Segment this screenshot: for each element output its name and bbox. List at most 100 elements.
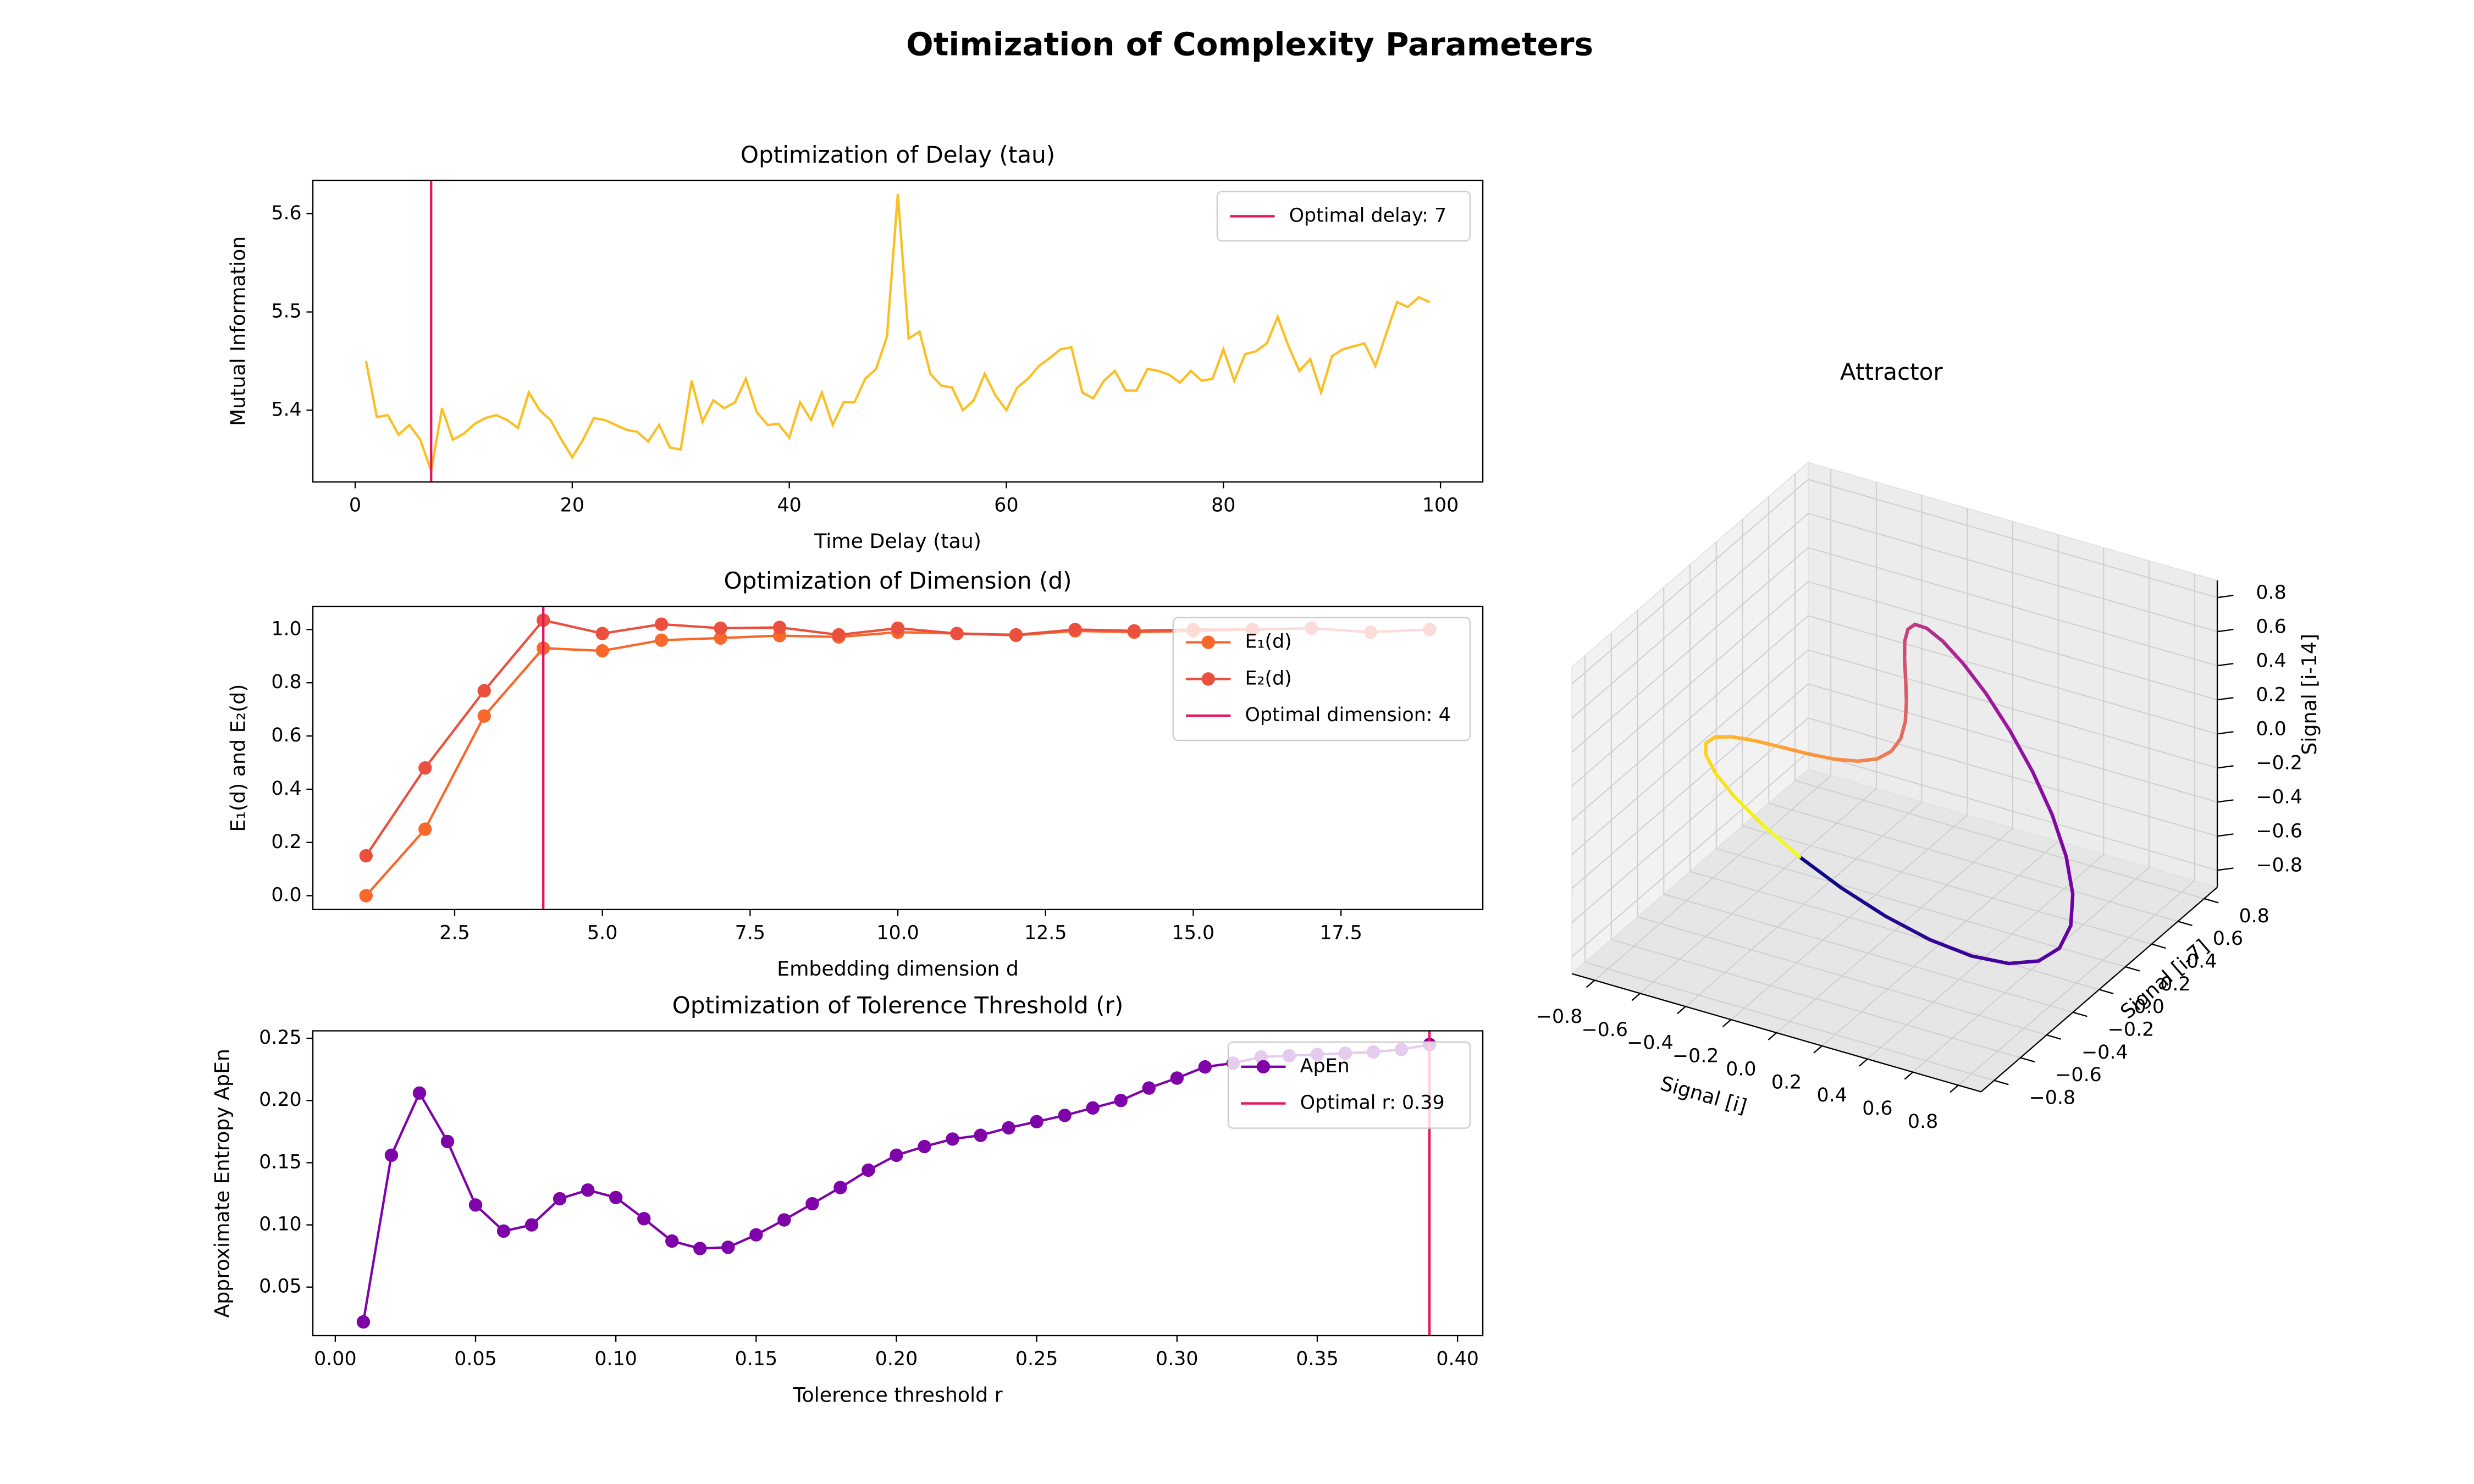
z-tick (2217, 799, 2234, 803)
attractor-segment (1704, 753, 1718, 776)
z-tick-label: 0.6 (2256, 616, 2286, 638)
y-tick (2046, 1034, 2062, 1040)
legend-label: Optimal r: 0.39 (1300, 1092, 1445, 1114)
x-tick (1768, 1032, 1777, 1040)
data-point (595, 627, 609, 640)
legend-label: E₂(d) (1245, 667, 1292, 689)
y-tick-label: 5.6 (271, 202, 301, 224)
grid-line (1571, 513, 1809, 719)
z-tick (2217, 867, 2234, 871)
x-tick-label: 0.6 (1862, 1098, 1892, 1120)
data-point (862, 1163, 875, 1177)
z-tick-label: −0.2 (2256, 752, 2302, 774)
y-tick-label: 0.20 (259, 1089, 302, 1111)
grid-line (1808, 717, 2218, 837)
grid-line (1768, 802, 2178, 922)
attractor-segment (1753, 739, 1783, 749)
data-point (665, 1234, 679, 1248)
data-point (777, 1213, 791, 1227)
data-point (477, 684, 491, 697)
legend-label: ApEn (1300, 1055, 1350, 1077)
legend-label: E₁(d) (1245, 631, 1292, 653)
grid-line (1808, 649, 2218, 769)
attractor-segment (1970, 954, 2011, 966)
grid-line (1716, 848, 2126, 967)
y-tick-label: 5.4 (271, 398, 301, 420)
attractor-segment (1898, 719, 1907, 741)
x-tick-label: 100 (1422, 494, 1459, 516)
legend-marker (1256, 1060, 1271, 1073)
data-point (891, 621, 905, 635)
data-point (772, 621, 787, 634)
data-point (1068, 623, 1082, 636)
data-point (359, 849, 373, 863)
x-tick-label: −0.2 (1672, 1045, 1719, 1067)
x-tick-label: 5.0 (587, 922, 617, 944)
x-tick-label: 80 (1211, 494, 1235, 516)
x-tick-label: 0.20 (875, 1348, 918, 1370)
attractor-segment (1832, 757, 1860, 763)
data-point (609, 1190, 623, 1204)
data-point (946, 1132, 959, 1146)
attractor-segment (1925, 626, 1945, 643)
x-tick-label: 10.0 (876, 922, 919, 944)
attractor-segment (1806, 752, 1836, 761)
data-point (950, 627, 964, 640)
z-tick-label: 0.2 (2256, 684, 2286, 706)
data-point (1002, 1121, 1015, 1135)
grid-line (1664, 893, 2073, 1013)
attractor-segment (1839, 885, 1887, 918)
z-tick-label: −0.8 (2256, 854, 2302, 876)
z-tick-label: −0.6 (2256, 820, 2302, 842)
x-tick (1586, 979, 1595, 988)
grid-line (1808, 683, 2218, 803)
data-point (412, 1086, 427, 1100)
x-axis-label: Tolerence threshold r (792, 1383, 1002, 1407)
axes-frame (312, 606, 1484, 910)
figure-title: Otimization of Complexity Parameters (906, 25, 1593, 63)
axes-title: Attractor (1840, 358, 1943, 385)
x-tick-label: 0.05 (454, 1348, 497, 1370)
attractor-segment (1797, 855, 1843, 890)
y-tick-label: 0.8 (271, 671, 301, 693)
data-point (359, 889, 373, 902)
z-tick (2217, 731, 2234, 735)
y-tick (1993, 1079, 2009, 1086)
x-tick-label: −0.8 (1536, 1006, 1583, 1028)
z-tick-label: −0.4 (2256, 786, 2302, 808)
data-point (654, 617, 669, 631)
y-tick-label: 0.4 (2186, 950, 2217, 972)
x-tick-label: 40 (777, 494, 801, 516)
y-axis-label: Approximate Entropy ApEn (210, 1049, 234, 1318)
x-tick-label: 20 (560, 494, 584, 516)
x-tick-label: 0.00 (314, 1348, 357, 1370)
data-point (1142, 1081, 1156, 1095)
data-point (356, 1315, 371, 1329)
data-point (918, 1139, 931, 1154)
grid-line (1808, 479, 2218, 599)
y-tick-label: 0.6 (271, 724, 301, 746)
axes-frame (312, 1030, 1484, 1337)
y-tick-label: 1.0 (271, 618, 301, 640)
y-tick-label: −0.6 (2055, 1064, 2102, 1086)
legend-marker (1201, 635, 1215, 649)
data-point (1030, 1115, 1043, 1128)
attractor-segment (2050, 813, 2068, 859)
x-tick-label: 0 (349, 494, 361, 516)
grid-line (1571, 649, 1809, 855)
data-point (1170, 1071, 1184, 1085)
attractor-segment (2031, 770, 2055, 817)
y-tick-label: 0.0 (2134, 996, 2164, 1018)
attractor-segment (2007, 959, 2041, 966)
x-tick (1631, 993, 1641, 1001)
data-point (721, 1241, 735, 1254)
y-tick-label: 0.2 (271, 831, 301, 853)
legend-box (1172, 617, 1471, 741)
z-tick (2217, 629, 2234, 633)
grid-line (1571, 751, 1809, 957)
axes-frame (312, 179, 1484, 483)
data-point (749, 1228, 763, 1242)
attractor-segment (2069, 892, 2075, 928)
grid-line (1808, 547, 2218, 667)
grid-line (1571, 479, 1809, 685)
